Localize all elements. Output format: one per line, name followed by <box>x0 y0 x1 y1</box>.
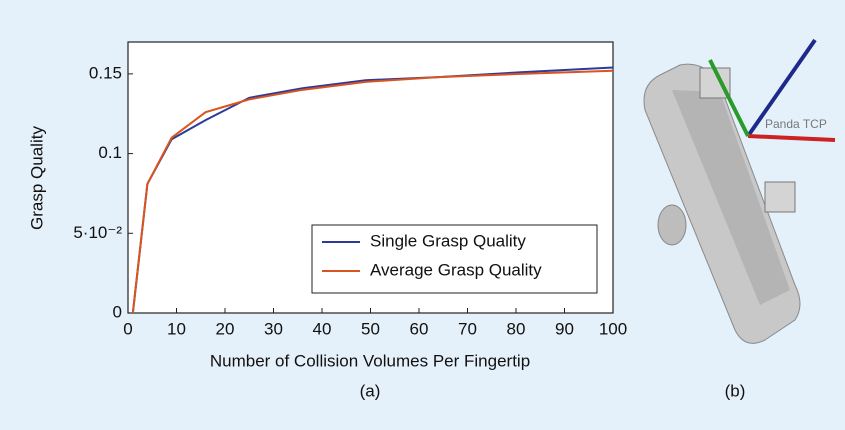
gripper-mount <box>657 204 687 246</box>
legend: Single Grasp Quality Average Grasp Qualit… <box>311 224 598 294</box>
y-axis-label: Grasp Quality <box>27 126 46 230</box>
x-axis-label: Number of Collision Volumes Per Fingerti… <box>210 351 530 370</box>
x-tick-label: 50 <box>361 319 380 338</box>
panel-label: (a) <box>360 381 381 400</box>
x-tick-label: 40 <box>313 319 332 338</box>
legend-label: Average Grasp Quality <box>370 260 542 279</box>
y-tick-label: 5·10⁻² <box>73 223 122 242</box>
y-tick-label: 0.1 <box>98 143 122 162</box>
y-tick-label: 0 <box>113 302 122 321</box>
x-tick-label: 0 <box>123 319 132 338</box>
fingertip-volume <box>764 181 796 213</box>
y-tick-label: 0.15 <box>89 63 122 82</box>
x-tick-label: 100 <box>599 319 627 338</box>
x-tick-label: 80 <box>507 319 526 338</box>
gripper-face <box>672 90 790 305</box>
axis-y <box>708 59 750 137</box>
x-tick-label: 20 <box>216 319 235 338</box>
gripper-illustration: Panda TCP <box>643 38 836 344</box>
legend-box <box>311 224 598 294</box>
axis-z <box>746 38 817 138</box>
x-tick-label: 10 <box>167 319 186 338</box>
annotation: Panda TCP <box>765 117 827 131</box>
x-tick-label: 60 <box>410 319 429 338</box>
panel-label: (b) <box>725 381 746 400</box>
x-tick-label: 70 <box>458 319 477 338</box>
x-tick-label: 30 <box>264 319 283 338</box>
data-line <box>131 69 614 314</box>
x-tick-label: 90 <box>555 319 574 338</box>
legend-label: Single Grasp Quality <box>370 231 526 250</box>
axis-x <box>747 134 836 142</box>
